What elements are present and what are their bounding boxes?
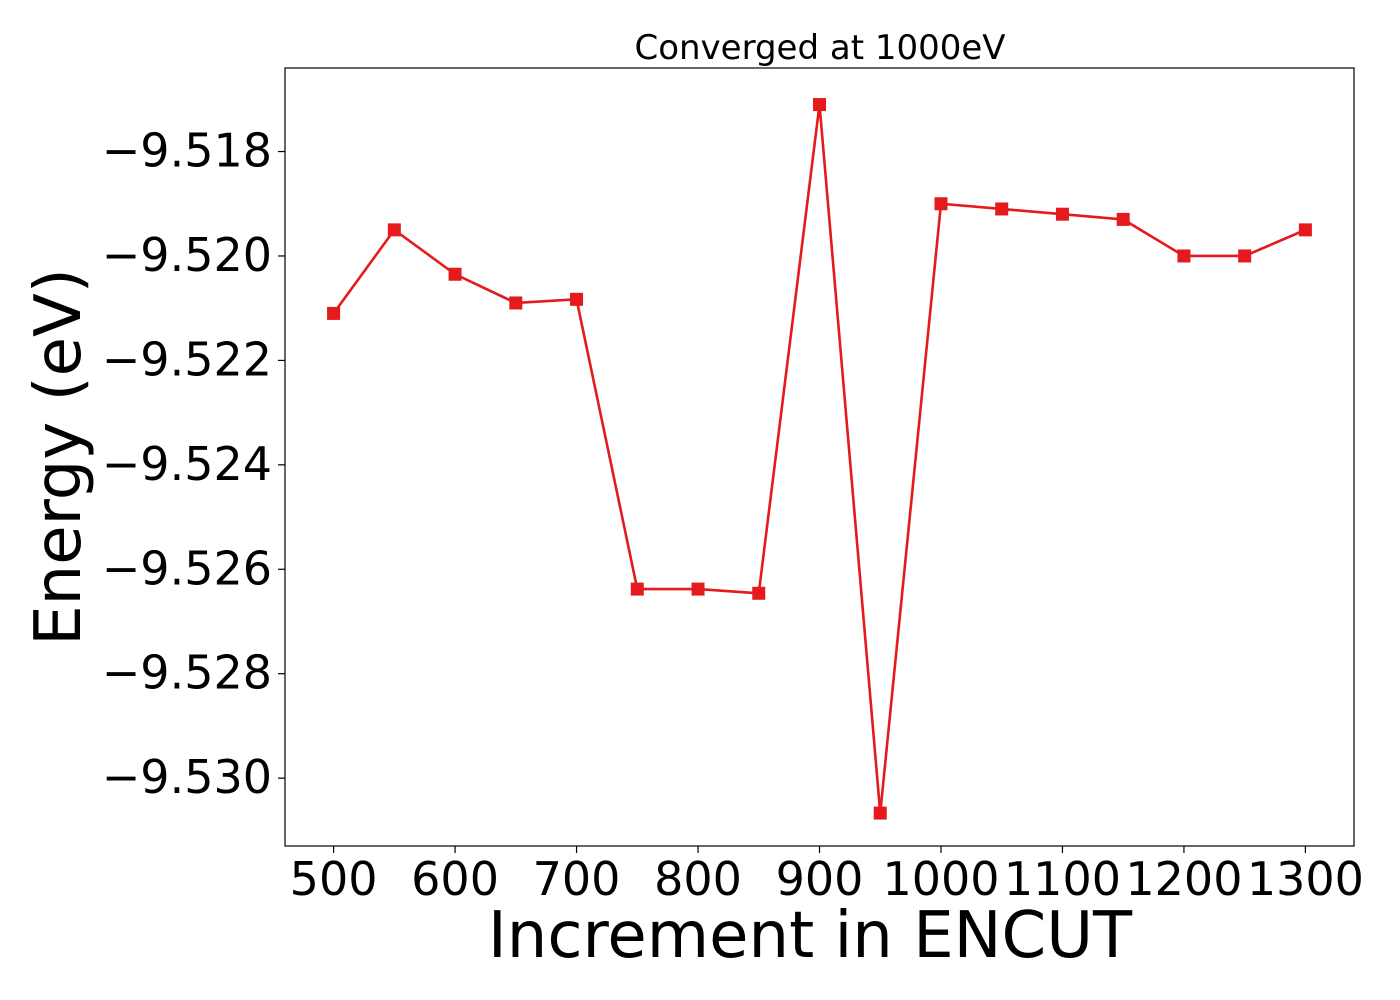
y-tick-label: −9.520 [102,228,272,282]
y-tick-label: −9.524 [102,437,272,491]
data-point-marker [448,267,462,281]
data-point-marker [1116,212,1130,226]
data-point-marker [570,292,584,306]
x-tick-label: 600 [411,852,499,906]
x-tick-label: 1100 [1004,852,1121,906]
data-point-marker [509,296,523,310]
x-axis-ticks: 500 600 700 800 900 1000 1100 1200 1300 [290,846,1364,906]
data-point-marker [995,202,1009,216]
data-point-marker [813,98,826,112]
y-tick-label: −9.518 [102,124,272,178]
x-tick-label: 500 [290,852,378,906]
series-group [327,98,1312,820]
data-point-marker [752,586,766,600]
y-tick-label: −9.522 [102,332,272,386]
x-tick-label: 1000 [882,852,999,906]
data-point-marker [630,582,644,596]
data-point-marker [691,582,705,596]
x-tick-label: 700 [533,852,621,906]
y-tick-label: −9.530 [102,750,272,804]
y-axis-ticks: −9.518 −9.520 −9.522 −9.524 −9.526 −9.528 −9.5… [102,124,285,804]
x-tick-label: 1200 [1125,852,1242,906]
x-axis-label: Increment in ENCUT [488,899,1133,973]
y-axis-label: Energy (eV) [22,268,96,646]
x-tick-label: 800 [654,852,742,906]
plot-frame [284,67,1355,847]
y-tick-label: −9.528 [102,646,272,700]
data-point-marker [1298,223,1312,237]
data-point-marker [1238,249,1252,263]
data-point-marker [387,223,401,237]
y-tick-label: −9.526 [102,541,272,595]
data-point-marker [1055,207,1069,221]
data-point-marker [1177,249,1191,263]
data-point-marker [934,197,948,211]
x-tick-label: 1300 [1247,852,1364,906]
data-point-marker [873,806,887,820]
data-point-marker [327,306,341,320]
chart-title: Converged at 1000eV [634,28,1005,68]
x-tick-label: 900 [776,852,864,906]
